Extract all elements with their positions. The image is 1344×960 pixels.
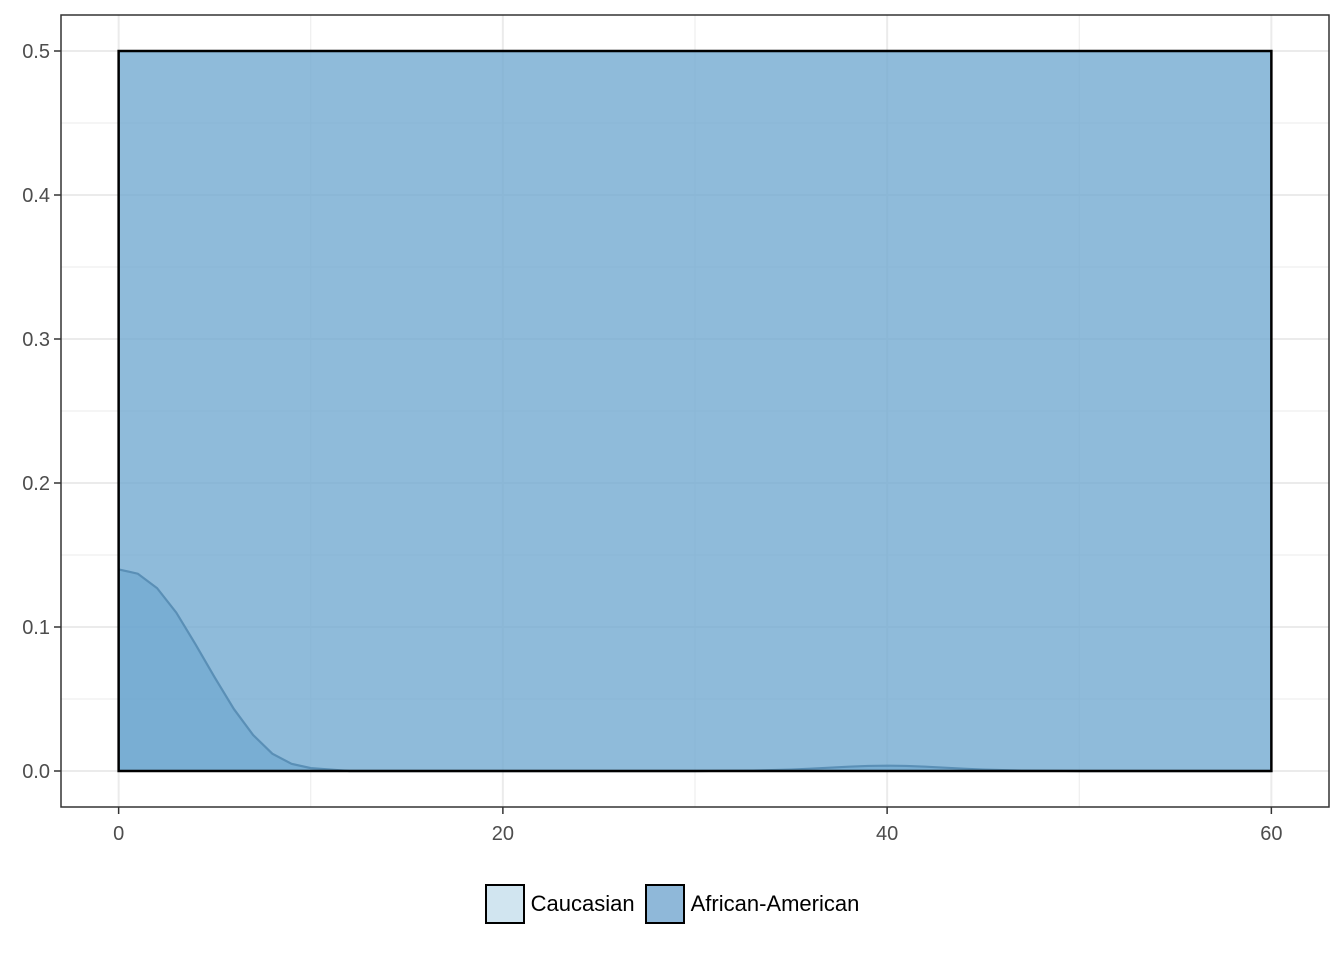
plot-panel-border bbox=[60, 14, 1330, 808]
x-tick-label: 0 bbox=[113, 823, 124, 845]
y-tick-label: 0.1 bbox=[22, 617, 50, 639]
y-tick-label: 0.2 bbox=[22, 473, 50, 495]
x-axis: 0 20 40 60 bbox=[113, 807, 1282, 845]
legend-swatch-caucasian bbox=[484, 884, 525, 924]
legend-item-african-american: African-American bbox=[644, 884, 860, 924]
y-tick-label: 0.5 bbox=[22, 41, 50, 63]
x-tick-label: 20 bbox=[492, 823, 514, 845]
legend: Caucasian African-American bbox=[0, 884, 1344, 924]
series-layer bbox=[117, 49, 1273, 773]
legend-label-african-american: African-American bbox=[690, 891, 860, 916]
y-tick-label: 0.4 bbox=[22, 185, 50, 207]
legend-label-caucasian: Caucasian bbox=[530, 891, 635, 916]
x-tick-label: 60 bbox=[1260, 823, 1282, 845]
y-tick-label: 0.3 bbox=[22, 329, 50, 351]
legend-swatch-african-american bbox=[644, 884, 685, 924]
series-caucasian-area bbox=[117, 49, 1273, 773]
y-tick-label: 0.0 bbox=[22, 761, 50, 783]
x-tick-label: 40 bbox=[876, 823, 898, 845]
y-axis: 0.0 0.1 0.2 0.3 0.4 0.5 bbox=[22, 41, 61, 783]
legend-item-caucasian: Caucasian bbox=[484, 884, 635, 924]
